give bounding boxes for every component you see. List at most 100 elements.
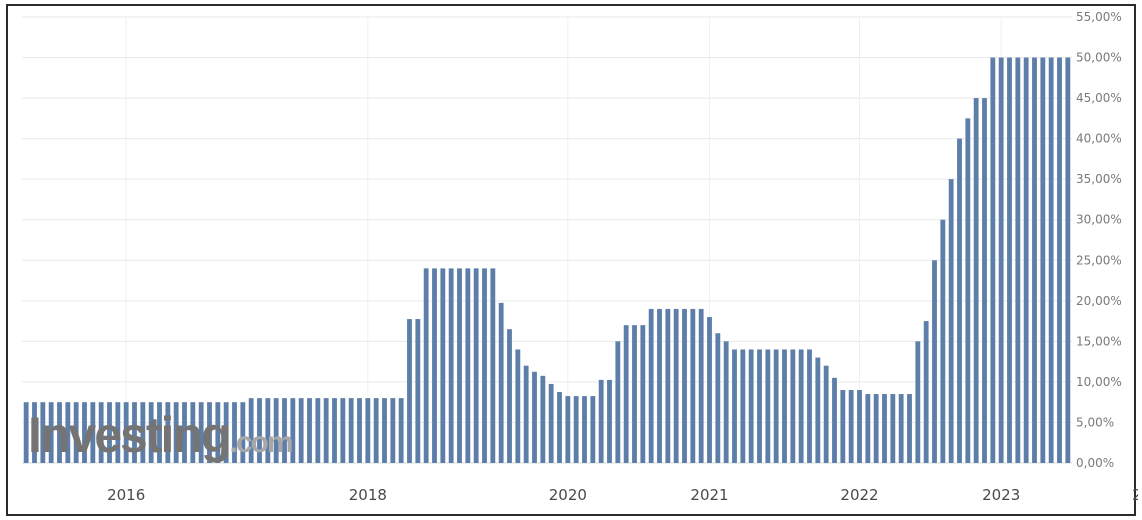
bar[interactable] bbox=[798, 349, 804, 463]
bar[interactable] bbox=[315, 398, 321, 463]
bar[interactable] bbox=[523, 365, 529, 463]
bar[interactable] bbox=[73, 402, 79, 463]
bar[interactable] bbox=[873, 394, 879, 463]
bar[interactable] bbox=[132, 402, 137, 463]
bar[interactable] bbox=[1057, 57, 1062, 464]
bar[interactable] bbox=[257, 398, 262, 463]
bar[interactable] bbox=[765, 349, 771, 463]
bar[interactable] bbox=[890, 394, 896, 463]
bar[interactable] bbox=[148, 402, 154, 463]
bar[interactable] bbox=[273, 398, 279, 463]
bar[interactable] bbox=[540, 375, 546, 463]
bar[interactable] bbox=[398, 398, 404, 463]
bar[interactable] bbox=[407, 319, 412, 463]
bar[interactable] bbox=[923, 321, 929, 463]
bar[interactable] bbox=[848, 390, 854, 463]
bar[interactable] bbox=[615, 341, 621, 463]
bar[interactable] bbox=[48, 402, 54, 463]
bar[interactable] bbox=[823, 365, 829, 463]
bar[interactable] bbox=[632, 325, 637, 463]
bar[interactable] bbox=[715, 333, 721, 463]
bar[interactable] bbox=[1040, 57, 1046, 464]
bar[interactable] bbox=[240, 402, 246, 463]
bar[interactable] bbox=[748, 349, 754, 463]
bar[interactable] bbox=[982, 98, 987, 463]
bar[interactable] bbox=[948, 179, 954, 463]
bar[interactable] bbox=[1048, 57, 1054, 464]
bar[interactable] bbox=[898, 394, 904, 463]
bar[interactable] bbox=[815, 357, 821, 463]
bar[interactable] bbox=[565, 396, 571, 463]
bar[interactable] bbox=[357, 398, 362, 463]
bar[interactable] bbox=[657, 308, 662, 463]
bar[interactable] bbox=[307, 398, 312, 463]
bar[interactable] bbox=[732, 349, 737, 463]
bar[interactable] bbox=[1065, 57, 1071, 464]
bar[interactable] bbox=[440, 268, 446, 463]
bar[interactable] bbox=[82, 402, 87, 463]
bar[interactable] bbox=[298, 398, 304, 463]
bar[interactable] bbox=[782, 349, 787, 463]
bar[interactable] bbox=[507, 329, 512, 463]
bar[interactable] bbox=[282, 398, 287, 463]
bar[interactable] bbox=[415, 319, 421, 463]
bar[interactable] bbox=[140, 402, 146, 463]
bar[interactable] bbox=[532, 371, 537, 463]
bar[interactable] bbox=[198, 402, 204, 463]
bar[interactable] bbox=[157, 402, 162, 463]
bar[interactable] bbox=[1007, 57, 1012, 464]
bar[interactable] bbox=[123, 402, 129, 463]
bar[interactable] bbox=[90, 402, 96, 463]
bar[interactable] bbox=[1023, 57, 1029, 464]
bar[interactable] bbox=[832, 377, 837, 463]
bar[interactable] bbox=[373, 398, 379, 463]
bar[interactable] bbox=[698, 308, 704, 463]
bar[interactable] bbox=[340, 398, 346, 463]
bar[interactable] bbox=[98, 402, 104, 463]
bar[interactable] bbox=[515, 349, 521, 463]
bar[interactable] bbox=[215, 402, 221, 463]
bar[interactable] bbox=[865, 394, 871, 463]
bar[interactable] bbox=[498, 302, 504, 463]
bar[interactable] bbox=[65, 402, 71, 463]
bar[interactable] bbox=[457, 268, 462, 463]
bar[interactable] bbox=[182, 402, 187, 463]
bar[interactable] bbox=[990, 57, 996, 464]
bar[interactable] bbox=[548, 383, 554, 463]
bar[interactable] bbox=[907, 394, 912, 463]
bar[interactable] bbox=[740, 349, 746, 463]
bar[interactable] bbox=[965, 118, 971, 464]
bar[interactable] bbox=[207, 402, 212, 463]
bar[interactable] bbox=[390, 398, 396, 463]
bar[interactable] bbox=[348, 398, 354, 463]
bar[interactable] bbox=[973, 98, 979, 463]
bar[interactable] bbox=[323, 398, 329, 463]
bar[interactable] bbox=[857, 390, 862, 463]
bar[interactable] bbox=[723, 341, 729, 463]
bar[interactable] bbox=[1015, 57, 1021, 464]
bar[interactable] bbox=[40, 402, 46, 463]
bar[interactable] bbox=[265, 398, 271, 463]
bar[interactable] bbox=[557, 392, 562, 463]
bar[interactable] bbox=[465, 268, 471, 463]
bar[interactable] bbox=[932, 260, 937, 463]
bar[interactable] bbox=[673, 308, 679, 463]
bar[interactable] bbox=[707, 317, 712, 463]
bar[interactable] bbox=[448, 268, 454, 463]
bar[interactable] bbox=[223, 402, 229, 463]
bar[interactable] bbox=[490, 268, 496, 463]
bar[interactable] bbox=[232, 402, 237, 463]
bar[interactable] bbox=[482, 268, 487, 463]
bar[interactable] bbox=[432, 268, 437, 463]
bar[interactable] bbox=[290, 398, 296, 463]
bar[interactable] bbox=[365, 398, 371, 463]
bar[interactable] bbox=[332, 398, 337, 463]
bar[interactable] bbox=[682, 308, 687, 463]
bar[interactable] bbox=[23, 402, 29, 463]
bar[interactable] bbox=[57, 402, 62, 463]
bar[interactable] bbox=[473, 268, 479, 463]
bar[interactable] bbox=[423, 268, 429, 463]
bar[interactable] bbox=[807, 349, 812, 463]
bar[interactable] bbox=[665, 308, 671, 463]
bar[interactable] bbox=[173, 402, 179, 463]
